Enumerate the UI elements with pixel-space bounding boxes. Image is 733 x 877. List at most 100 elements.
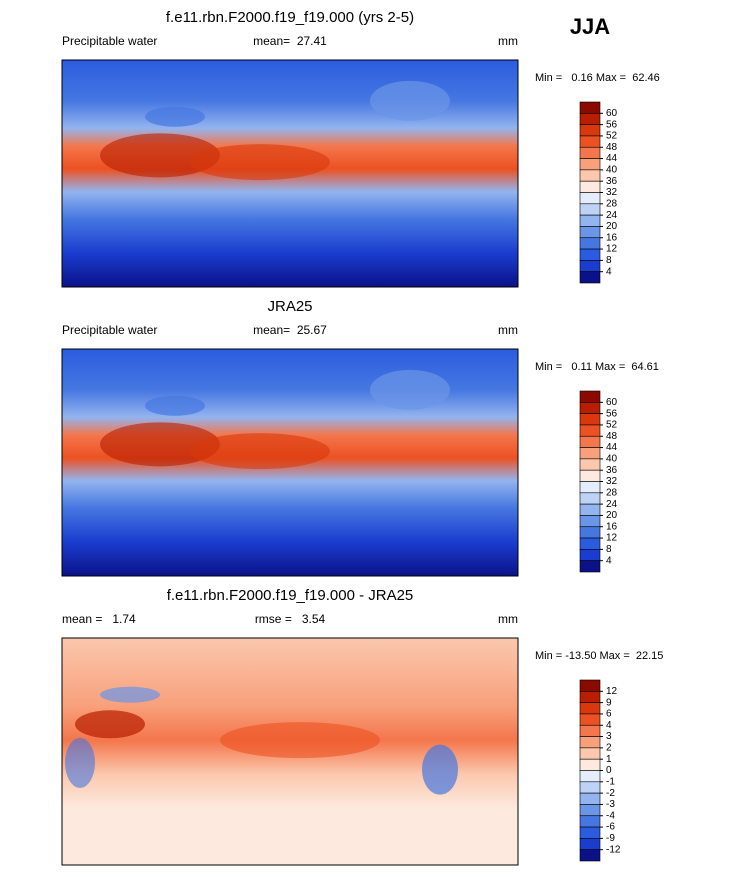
colorbar-box [579, 747, 601, 760]
panel-title: f.e11.rbn.F2000.f19_f19.000 - JRA25 [167, 587, 414, 604]
min-max: Min = 0.11 Max = 64.61 [535, 361, 659, 373]
colorbar-box [579, 792, 601, 805]
colorbar-box [579, 770, 601, 783]
min-max: Min = -13.50 Max = 22.15 [535, 650, 663, 662]
colorbar-box [579, 758, 601, 771]
anomaly [220, 722, 380, 759]
colorbar-label: 32 [606, 187, 618, 198]
colorbar-box [579, 515, 601, 528]
colorbar-label: 1 [606, 754, 612, 765]
colorbar-box [579, 124, 601, 137]
colorbar-box [579, 560, 601, 573]
colorbar-box [579, 503, 601, 516]
colorbar-label: 56 [606, 408, 618, 419]
colorbar-label: 12 [606, 244, 618, 255]
colorbar-label: -3 [606, 799, 615, 810]
colorbar-label: 0 [606, 765, 612, 776]
colorbar-label: 2 [606, 743, 612, 754]
colorbar-box [579, 481, 601, 494]
colorbar-label: 40 [606, 454, 618, 465]
colorbar-box [579, 192, 601, 205]
colorbar-label: 9 [606, 697, 612, 708]
colorbar-box [579, 781, 601, 794]
colorbar-label: 60 [606, 108, 618, 119]
colorbar-label: 8 [606, 255, 612, 266]
colorbar-box [579, 135, 601, 148]
colorbar-box [579, 424, 601, 437]
colorbar-box [579, 158, 601, 171]
colorbar-box [579, 402, 601, 414]
colorbar-box [579, 849, 601, 862]
colorbar-label: 3 [606, 731, 612, 742]
min-max: Min = 0.16 Max = 62.46 [535, 72, 660, 84]
colorbar-box [579, 826, 601, 839]
dry-land [145, 106, 205, 127]
colorbar-label: 4 [606, 555, 612, 566]
colorbar-box [579, 691, 601, 703]
colorbar-label: 32 [606, 476, 618, 487]
colorbar-box [579, 537, 601, 550]
colorbar-label: 16 [606, 521, 618, 532]
colorbar-box [579, 203, 601, 216]
colorbar-label: 24 [606, 210, 618, 221]
colorbar-label: 12 [606, 533, 618, 544]
colorbar-label: 36 [606, 176, 618, 187]
colorbar-box [579, 736, 601, 749]
colorbar-box [579, 838, 601, 850]
colorbar-label: 44 [606, 153, 618, 164]
center-label: mean= 27.41 [253, 34, 327, 48]
dry-land [145, 395, 205, 416]
colorbar-label: 48 [606, 142, 618, 153]
colorbar-box [579, 248, 601, 261]
anomaly [65, 737, 95, 788]
warm-pool [100, 133, 220, 178]
colorbar-label: -2 [606, 788, 615, 799]
warm-pool [190, 144, 330, 181]
colorbar-box [579, 702, 601, 715]
colorbar-box [579, 271, 601, 284]
colorbar-box [579, 447, 601, 460]
anomaly [100, 686, 160, 703]
colorbar-box [579, 113, 601, 125]
colorbar-box [579, 526, 601, 539]
colorbar-label: 8 [606, 544, 612, 555]
colorbar-label: 12 [606, 686, 618, 697]
warm-pool [190, 433, 330, 470]
colorbar-label: 52 [606, 420, 618, 431]
colorbar-box [579, 492, 601, 505]
panel-title: JRA25 [267, 298, 312, 315]
colorbar-label: 48 [606, 431, 618, 442]
colorbar-box [579, 804, 601, 817]
panel-title: f.e11.rbn.F2000.f19_f19.000 (yrs 2-5) [166, 9, 414, 26]
unit-label: mm [498, 34, 518, 48]
colorbar-box [579, 226, 601, 239]
colorbar-box [579, 713, 601, 726]
dry-land [370, 80, 450, 121]
colorbar-box [579, 458, 601, 471]
colorbar-label: 52 [606, 131, 618, 142]
colorbar-box [579, 390, 601, 403]
colorbar-box [579, 260, 601, 272]
colorbar-label: 20 [606, 510, 618, 521]
colorbar-label: -4 [606, 810, 615, 821]
colorbar-label: 40 [606, 165, 618, 176]
dry-land [370, 369, 450, 410]
colorbar-box [579, 237, 601, 250]
colorbar-label: 16 [606, 232, 618, 243]
colorbar-box [579, 815, 601, 828]
colorbar-label: -1 [606, 776, 615, 787]
colorbar-box [579, 724, 601, 737]
colorbar-box [579, 469, 601, 482]
colorbar-label: 24 [606, 499, 618, 510]
colorbar-label: 6 [606, 709, 612, 720]
center-label: rmse = 3.54 [255, 612, 326, 626]
left-label: Precipitable water [62, 323, 157, 337]
colorbar-label: 28 [606, 198, 618, 209]
colorbar-box [579, 549, 601, 561]
colorbar-label: 56 [606, 119, 618, 130]
colorbar-box [579, 169, 601, 182]
colorbar-label: 20 [606, 221, 618, 232]
colorbar-label: 4 [606, 720, 612, 731]
unit-label: mm [498, 612, 518, 626]
